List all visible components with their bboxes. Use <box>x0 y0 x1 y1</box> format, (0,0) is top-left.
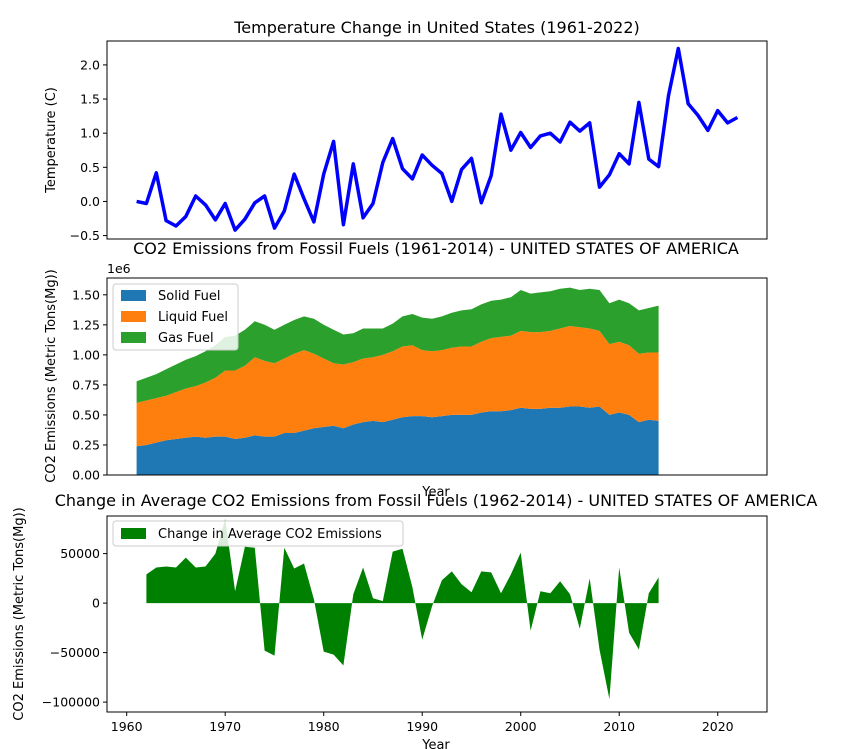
temperature-y-axis-label: Temperature (C) <box>44 87 59 194</box>
legend-swatch-gas-fuel <box>121 332 146 343</box>
change-x-tick-label: 2010 <box>603 719 635 734</box>
temperature-y-tick-label: −0.5 <box>70 228 100 243</box>
legend-label-change: Change in Average CO2 Emissions <box>158 527 382 542</box>
temperature-y-tick-label: 1.0 <box>80 126 100 141</box>
change-x-tick-label: 1980 <box>308 719 340 734</box>
change-x-tick-label: 2000 <box>505 719 537 734</box>
change-legend-box <box>112 520 404 547</box>
temperature-y-ticks: −0.5 0.0 0.5 1.0 1.5 2.0 <box>70 57 107 243</box>
change-legend: Change in Average CO2 Emissions <box>112 520 404 547</box>
emissions-x-axis-label: Year <box>421 485 450 500</box>
emissions-legend: Solid Fuel Liquid Fuel Gas Fuel <box>112 283 239 351</box>
temperature-chart: −0.5 0.0 0.5 1.0 1.5 2.0 Temperature Change i… <box>44 18 768 243</box>
change-axes-frame <box>106 515 768 713</box>
change-y-tick-label: −100000 <box>42 695 100 710</box>
emissions-y-tick-label: 0.75 <box>72 377 100 392</box>
legend-label-liquid-fuel: Liquid Fuel <box>158 310 228 325</box>
legend-swatch-liquid-fuel <box>121 311 146 322</box>
change-chart-title: Change in Average CO2 Emissions from Fos… <box>55 491 818 510</box>
emissions-offset-label: 1e6 <box>107 261 131 276</box>
emissions-y-axis-label: CO2 Emissions (Metric Tons(Mg)) <box>44 269 59 482</box>
emissions-y-ticks: 0.00 0.25 0.50 0.75 1.00 1.25 1.50 <box>72 287 107 483</box>
change-y-tick-label: 0 <box>92 596 100 611</box>
area-liquid-fuel <box>136 326 659 447</box>
change-x-tick-label: 2020 <box>702 719 734 734</box>
legend-label-solid-fuel: Solid Fuel <box>158 289 220 304</box>
emissions-chart-title: CO2 Emissions from Fossil Fuels (1961-20… <box>133 239 739 258</box>
legend-label-gas-fuel: Gas Fuel <box>158 331 214 346</box>
change-y-tick-label: −50000 <box>50 645 100 660</box>
change-x-tick-label: 1990 <box>406 719 438 734</box>
change-x-axis-label: Year <box>421 738 450 749</box>
temperature-plot-area <box>136 46 739 232</box>
emissions-y-tick-label: 1.25 <box>72 317 100 332</box>
change-x-ticks: 1960 1970 1980 1990 2000 2010 2020 <box>111 712 734 734</box>
change-area <box>146 519 659 700</box>
emissions-axes-frame <box>106 277 768 476</box>
temperature-y-tick-label: 0.5 <box>80 160 100 175</box>
legend-swatch-change <box>121 528 146 539</box>
change-y-ticks: −100000 −50000 0 50000 <box>42 546 107 710</box>
temperature-line <box>136 46 739 232</box>
emissions-y-tick-label: 0.25 <box>72 437 100 452</box>
change-x-tick-label: 1970 <box>209 719 241 734</box>
area-gas-fuel <box>136 287 659 403</box>
emissions-plot-area <box>136 287 659 475</box>
temperature-y-tick-label: 0.0 <box>80 194 100 209</box>
temperature-y-tick-label: 1.5 <box>80 92 100 107</box>
change-plot-area <box>146 519 659 700</box>
change-x-tick-label: 1960 <box>111 719 143 734</box>
emissions-y-tick-label: 1.50 <box>72 287 100 302</box>
change-y-tick-label: 50000 <box>60 546 100 561</box>
temperature-y-tick-label: 2.0 <box>80 57 100 72</box>
emissions-y-tick-label: 0.00 <box>72 468 100 483</box>
change-y-axis-label: CO2 Emissions (Metric Tons(Mg)) <box>12 507 27 720</box>
temperature-axes-frame <box>106 40 768 240</box>
temperature-chart-title: Temperature Change in United States (196… <box>233 18 640 37</box>
emissions-chart: 0.00 0.25 0.50 0.75 1.00 1.25 1.50 1e6 CO2 Emi… <box>44 239 768 500</box>
emissions-y-tick-label: 0.50 <box>72 407 100 422</box>
emissions-y-tick-label: 1.00 <box>72 347 100 362</box>
area-solid-fuel <box>136 406 659 475</box>
legend-swatch-solid-fuel <box>121 290 146 301</box>
change-chart: −100000 −50000 0 50000 1960 1970 1980 1990 2000… <box>12 491 817 749</box>
